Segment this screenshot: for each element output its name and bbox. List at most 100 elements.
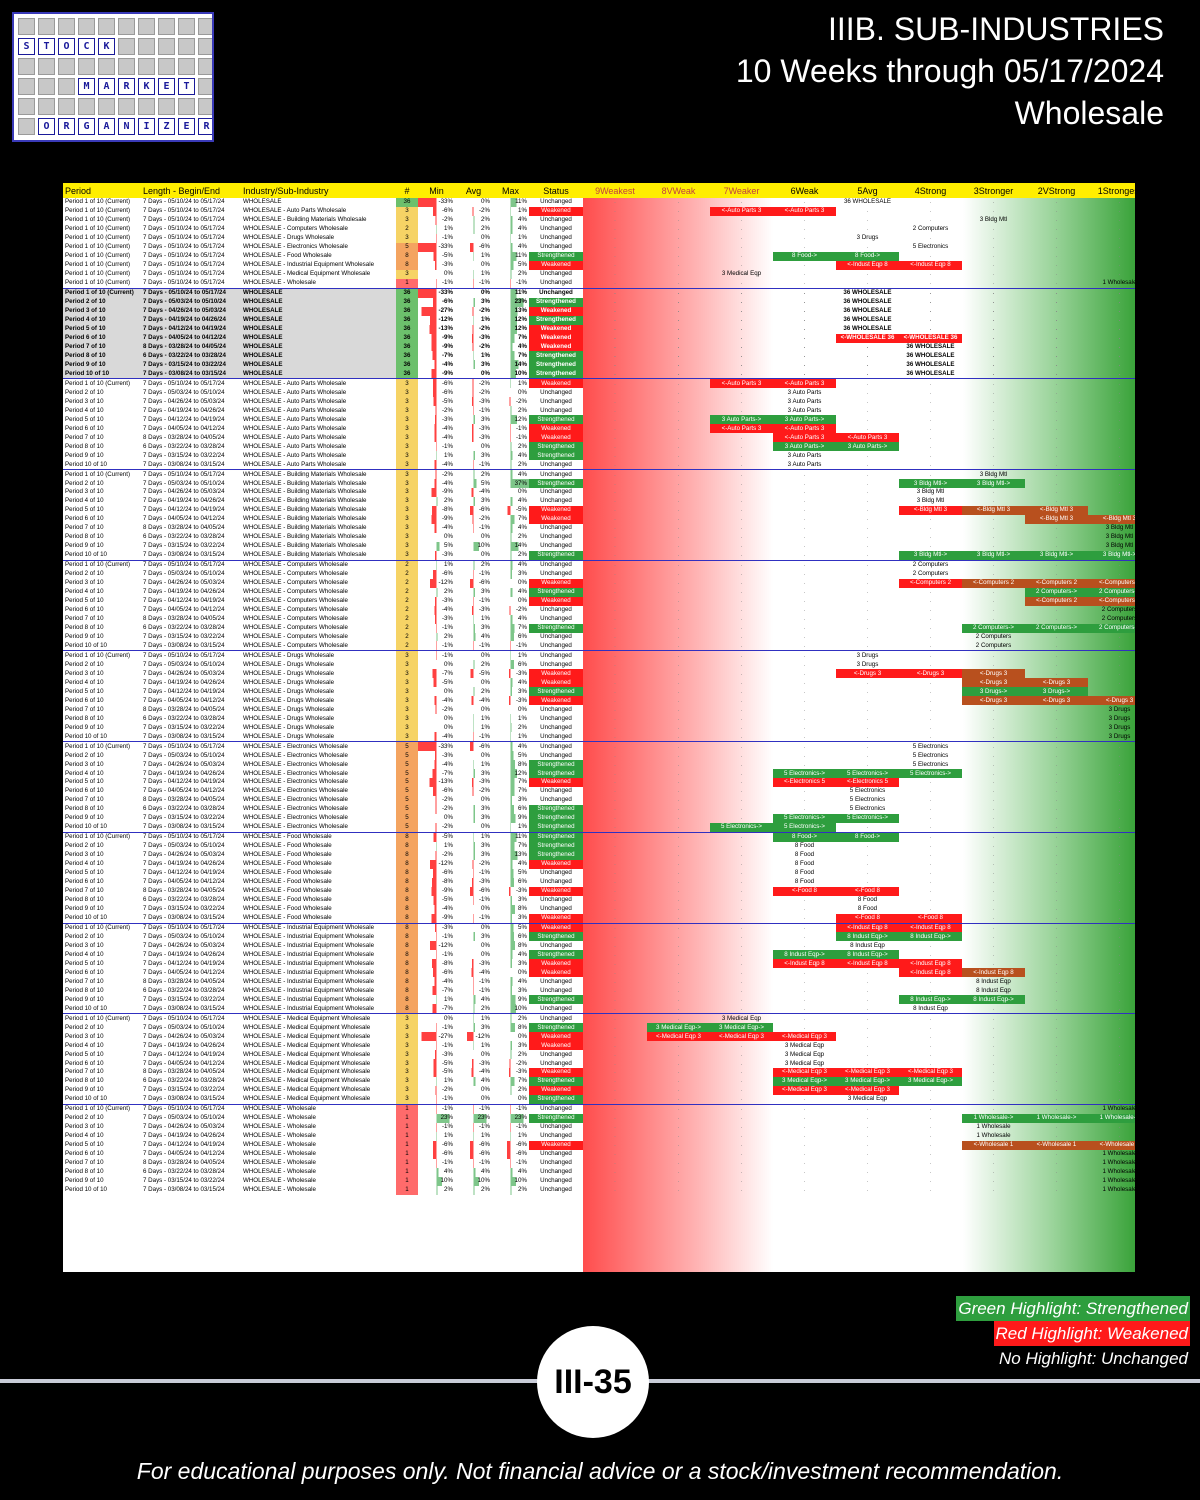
table-row: Period 1 of 10 (Current) 7 Days - 05/10/2… [63, 741, 1135, 752]
industry-cell: WHOLESALE - Industrial Equipment Wholesa… [243, 995, 375, 1003]
industry-cell: WHOLESALE - Building Materials Wholesale [243, 542, 367, 550]
rank-cell: . [614, 869, 616, 877]
rank-cell: . [614, 298, 616, 306]
min-cell: -6% [418, 786, 455, 796]
rank-cell: . [1118, 433, 1121, 441]
rank-cell: <-Auto Parts 3 [773, 424, 836, 434]
rank-cell: . [740, 369, 743, 377]
rank-cell: 5 Electronics-> [773, 822, 836, 833]
count-cell: 3 [396, 415, 418, 425]
period-cell: Period 7 of 10 [65, 1068, 104, 1076]
rank-cell: . [929, 678, 932, 686]
logo-tile [58, 58, 75, 75]
rank-cell: . [929, 234, 932, 242]
rank-cell: . [929, 406, 932, 414]
rank-cell: . [677, 334, 680, 342]
rank-cell: 3 Bldg Mtl-> [1088, 550, 1135, 561]
status-cell: Weakened [529, 968, 583, 978]
rank-cell: . [803, 751, 806, 759]
max-cell: 4% [492, 215, 529, 225]
min-cell: -2% [418, 850, 455, 860]
rank-cell: . [677, 588, 680, 596]
rank-cell: 3 Bldg Mtl-> [962, 479, 1025, 488]
rank-cell: 3 Auto Parts [787, 460, 822, 468]
status-cell: Unchanged [540, 234, 572, 242]
rank-cell: . [614, 760, 616, 768]
max-cell: 0% [518, 1032, 527, 1040]
rank-cell: . [614, 1186, 616, 1194]
avg-cell: 3% [455, 804, 492, 814]
max-cell: 4% [492, 559, 529, 570]
rank-cell: . [1088, 831, 1135, 842]
rank-cell: . [583, 650, 647, 661]
rank-cell: . [803, 588, 806, 596]
table-row: Period 2 of 10 7 Days - 05/03/24 to 05/10… [63, 932, 1135, 942]
rank-cell: . [929, 660, 932, 668]
min-cell: 2% [418, 587, 455, 597]
rank-cell: . [677, 968, 680, 976]
rank-cell: . [740, 551, 743, 559]
rank-cell: . [677, 905, 680, 913]
table-row: Period 8 of 10 6 Days - 03/22/24 to 03/28… [63, 986, 1135, 996]
rank-cell: . [677, 977, 680, 985]
rank-cell: . [803, 1141, 806, 1149]
logo-tile [138, 58, 155, 75]
count-cell: 8 [396, 932, 418, 942]
rank-cell: . [677, 1186, 680, 1194]
min-cell: 0% [444, 723, 453, 731]
period-cell: Period 10 of 10 [65, 1004, 107, 1012]
rank-cell: . [1118, 669, 1121, 677]
rank-cell: 8 Food [794, 860, 815, 868]
rank-cell: . [992, 1077, 995, 1085]
industry-cell: WHOLESALE - Industrial Equipment Wholesa… [243, 932, 375, 940]
avg-cell: -3% [455, 397, 492, 407]
industry-cell: WHOLESALE - Industrial Equipment Wholesa… [243, 261, 375, 269]
column-header-5avg: 5Avg [836, 183, 899, 198]
rank-cell: . [1055, 851, 1058, 859]
rank-cell: . [803, 360, 806, 368]
industry-cell: WHOLESALE - Building Materials Wholesale [243, 216, 367, 224]
rank-cell: . [803, 597, 806, 605]
rank-cell: . [1118, 397, 1121, 405]
rank-cell: . [992, 1159, 995, 1167]
rank-cell: . [866, 397, 869, 405]
rank-cell: . [740, 397, 743, 405]
length-cell: 8 Days - 03/28/24 to 04/05/24 [143, 887, 225, 895]
rank-cell: 3 Drugs [856, 660, 879, 668]
rank-cell: . [929, 1150, 932, 1158]
rank-cell: . [962, 559, 1025, 570]
rank-cell: 3 Medical Eqp [710, 1013, 773, 1024]
min-cell: -4% [418, 605, 455, 615]
rank-cell: . [803, 524, 806, 532]
table-row: Period 1 of 10 (Current) 7 Days - 05/10/2… [63, 251, 1135, 261]
rank-cell: 3 Medical Eqp [721, 270, 762, 278]
rank-cell: . [740, 796, 743, 804]
max-cell: 14% [492, 360, 529, 370]
rank-cell: 3 Auto Parts-> [773, 442, 836, 452]
rank-cell: . [1118, 216, 1121, 224]
rank-cell: . [740, 787, 743, 795]
industry-cell: WHOLESALE - Drugs Wholesale [243, 234, 335, 242]
rank-cell: . [929, 986, 932, 994]
industry-cell: WHOLESALE - Medical Equipment Wholesale [243, 1050, 371, 1058]
rank-cell: . [647, 650, 710, 661]
rank-cell: . [677, 950, 680, 958]
rank-cell: . [740, 342, 743, 350]
industry-cell: WHOLESALE - Auto Parts Wholesale [243, 415, 347, 423]
rank-cell: . [803, 325, 806, 333]
industry-cell: WHOLESALE - Electronics Wholesale [243, 787, 348, 795]
rank-cell: <-Wholesale 1 [962, 1140, 1025, 1150]
rank-cell: . [1118, 778, 1121, 786]
avg-cell: 3% [455, 496, 492, 506]
rank-cell: . [992, 714, 995, 722]
rank-cell: . [677, 1123, 680, 1131]
table-row: Period 8 of 10 6 Days - 03/22/24 to 03/28… [63, 351, 1135, 361]
rank-cell: . [929, 325, 932, 333]
rank-cell: . [866, 406, 869, 414]
rank-cell: . [1055, 524, 1058, 532]
industry-cell: WHOLESALE - Drugs Wholesale [243, 678, 335, 686]
rank-cell: . [803, 705, 806, 713]
min-cell: -4% [418, 696, 455, 706]
status-cell: Unchanged [529, 741, 583, 752]
rank-cell: . [866, 1141, 869, 1149]
